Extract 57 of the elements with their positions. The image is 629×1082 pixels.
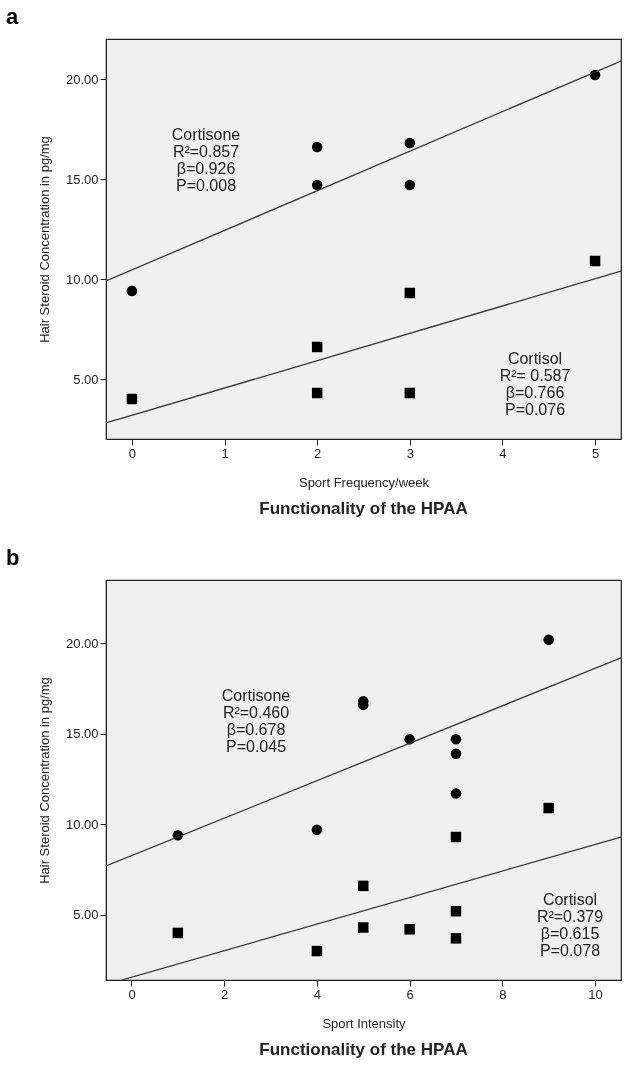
x-tick-label: 2: [221, 986, 229, 1002]
point: [450, 905, 462, 917]
point: [450, 734, 462, 745]
point: [311, 341, 323, 353]
point: [311, 141, 323, 153]
chart-title: b: [6, 545, 20, 570]
y-tick-label: 5.00: [73, 371, 99, 387]
point: [311, 387, 323, 399]
x-tick-label: 3: [406, 445, 414, 461]
x-tick-label: 0: [128, 445, 137, 461]
text: Functionality of the HPAA: [259, 1040, 468, 1059]
x-axis-title: Sport Intensity: [322, 1015, 407, 1031]
point: [404, 137, 416, 149]
point: [404, 179, 416, 191]
point: [543, 634, 554, 645]
point: [172, 927, 184, 939]
x-tick-label: 2: [314, 445, 322, 461]
x-tick-label: 4: [313, 986, 322, 1002]
text: Functionality of the HPAA: [259, 499, 468, 518]
y-tick-label: 15.00: [65, 171, 99, 187]
x-tick-label: 0: [128, 986, 136, 1002]
y-tick-label: 10.00: [65, 271, 99, 287]
point: [126, 285, 138, 297]
y-tick-label: 5.00: [73, 907, 99, 923]
y-tick-label: 20.00: [65, 71, 99, 87]
point: [311, 824, 323, 836]
point: [450, 788, 462, 799]
point: [358, 880, 369, 892]
point: [404, 287, 416, 299]
point: [450, 831, 462, 843]
point: [404, 387, 416, 399]
point: [358, 922, 369, 933]
annotation: Cortisone R²=0.460 β=0.678 P=0.045: [221, 687, 291, 755]
x-tick-label: 1: [221, 445, 229, 461]
x-tick-label: 4: [499, 445, 507, 461]
x-tick-label: 6: [406, 986, 414, 1002]
y-tick-label: 20.00: [65, 635, 99, 651]
y-tick-label: 15.00: [65, 726, 99, 742]
point: [450, 933, 462, 944]
point: [589, 255, 601, 267]
annotation: Cortisol R²=0.379 β=0.615 P=0.078: [536, 891, 604, 959]
point: [126, 393, 138, 405]
x-axis-title: Sport Frequency/week: [298, 474, 430, 490]
chart-title: a: [6, 4, 19, 29]
point: [543, 802, 554, 814]
x-tick-label: 10: [588, 986, 603, 1002]
annotation: Cortisol R²= 0.587 β=0.766 P=0.076: [499, 350, 571, 418]
point: [311, 179, 323, 191]
y-axis-title: Hair Steroid Concentration in pg/mg: [36, 677, 52, 884]
x-tick-label: 8: [499, 986, 507, 1002]
point: [450, 748, 462, 759]
annotation: Cortisone R²=0.857 β=0.926 P=0.008: [171, 126, 241, 194]
y-tick-label: 10.00: [65, 816, 99, 832]
point: [311, 945, 323, 957]
point: [404, 924, 415, 935]
y-axis-title: Hair Steroid Concentration in pg/mg: [36, 136, 52, 343]
x-tick-label: 5: [591, 445, 600, 461]
